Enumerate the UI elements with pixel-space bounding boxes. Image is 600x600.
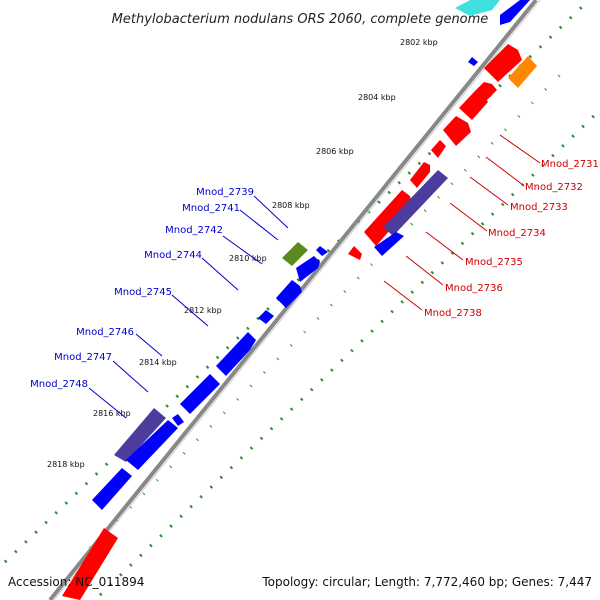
gene-label-mnod-2731[interactable]: Mnod_2731 [541, 159, 599, 170]
tick-label-2806: 2806 kbp [316, 147, 354, 156]
gene-blue-4[interactable] [216, 332, 256, 376]
gene-blue-8[interactable] [92, 468, 132, 510]
leader-2735 [425, 231, 464, 261]
gene-blue-arrow-1[interactable] [316, 246, 328, 256]
gene-blue-3[interactable] [258, 310, 274, 324]
left-gene-labels: Mnod_2739 Mnod_2741 Mnod_2742 Mnod_2744 … [30, 187, 254, 390]
gene-label-mnod-2741[interactable]: Mnod_2741 [182, 203, 240, 214]
gene-blue-top-right[interactable] [500, 0, 530, 25]
gene-label-mnod-2745[interactable]: Mnod_2745 [114, 287, 172, 298]
tick-label-2816: 2816 kbp [93, 409, 131, 418]
gene-red-6[interactable] [410, 162, 430, 188]
leader-2746 [135, 333, 163, 357]
leader-2744 [201, 257, 239, 291]
gene-blue-small-top[interactable] [468, 57, 478, 66]
leader-2745 [171, 294, 209, 327]
leader-2741 [239, 209, 279, 241]
map-title: Methylobacterium nodulans ORS 2060, comp… [112, 12, 489, 27]
inner-dotted-ring [88, 73, 562, 550]
gene-label-mnod-2738[interactable]: Mnod_2738 [424, 308, 482, 319]
gene-red-5[interactable] [431, 140, 446, 158]
gene-dark-left[interactable] [114, 408, 166, 462]
tick-label-2814: 2814 kbp [139, 358, 177, 367]
gene-cyan-top[interactable] [455, 0, 500, 16]
gene-olive[interactable] [282, 242, 308, 266]
gene-dark-right[interactable] [383, 170, 448, 236]
topology-text: Topology: circular; Length: 7,772,460 bp… [261, 575, 592, 589]
gene-label-mnod-2748[interactable]: Mnod_2748 [30, 379, 88, 390]
gene-label-mnod-2736[interactable]: Mnod_2736 [445, 283, 503, 294]
gene-blue-7[interactable] [126, 420, 178, 470]
leader-2739 [253, 195, 289, 229]
leader-2738 [383, 280, 423, 311]
right-leader-lines [383, 134, 541, 311]
gene-blue-1[interactable] [296, 256, 320, 282]
leader-2747 [112, 360, 149, 393]
gene-label-mnod-2734[interactable]: Mnod_2734 [488, 228, 546, 239]
gene-label-mnod-2742[interactable]: Mnod_2742 [165, 225, 223, 236]
leader-2734 [449, 202, 488, 232]
leader-2748 [88, 387, 127, 419]
gene-label-mnod-2747[interactable]: Mnod_2747 [54, 352, 112, 363]
gene-blue-5[interactable] [180, 374, 220, 414]
tick-labels: 2802 kbp 2804 kbp 2806 kbp 2808 kbp 2810… [47, 38, 438, 469]
gene-orange[interactable] [508, 56, 537, 88]
leader-2733 [469, 176, 509, 206]
leader-2732 [485, 156, 524, 186]
gene-red-4[interactable] [443, 116, 471, 146]
gene-label-mnod-2732[interactable]: Mnod_2732 [525, 182, 583, 193]
gene-label-mnod-2746[interactable]: Mnod_2746 [76, 327, 134, 338]
gene-label-mnod-2739[interactable]: Mnod_2739 [196, 187, 254, 198]
tick-label-2804: 2804 kbp [358, 93, 396, 102]
tick-label-2812: 2812 kbp [184, 306, 222, 315]
tick-label-2808: 2808 kbp [272, 201, 310, 210]
genome-backbone-shadow [53, 0, 541, 600]
gene-red-8[interactable] [348, 246, 362, 260]
tick-label-2802: 2802 kbp [400, 38, 438, 47]
gene-red-bottom[interactable] [62, 528, 118, 600]
gene-blue-right-1[interactable] [374, 232, 404, 256]
gene-blue-2[interactable] [276, 280, 302, 308]
forward-strand-genes [62, 0, 530, 600]
gene-red-7[interactable] [364, 190, 412, 246]
gene-label-mnod-2733[interactable]: Mnod_2733 [510, 202, 568, 213]
right-gene-labels: Mnod_2731 Mnod_2732 Mnod_2733 Mnod_2734 … [424, 159, 599, 319]
accession-text: Accession: NC_011894 [8, 575, 144, 589]
left-leader-lines [88, 195, 289, 419]
leader-2731 [499, 134, 541, 164]
reverse-strand-genes [92, 57, 478, 510]
gene-blue-6[interactable] [172, 414, 184, 426]
tick-label-2810: 2810 kbp [229, 254, 267, 263]
leader-2736 [405, 255, 444, 286]
gene-red-3[interactable] [459, 92, 488, 120]
gene-red-1[interactable] [484, 44, 522, 82]
leader-2742 [222, 235, 263, 265]
gene-label-mnod-2744[interactable]: Mnod_2744 [144, 250, 202, 261]
tick-label-2818: 2818 kbp [47, 460, 85, 469]
gene-label-mnod-2735[interactable]: Mnod_2735 [465, 257, 523, 268]
